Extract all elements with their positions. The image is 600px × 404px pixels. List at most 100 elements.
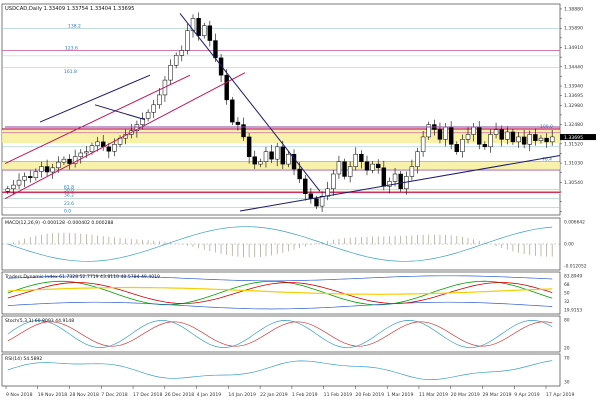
candle <box>387 181 392 187</box>
date-tick-label: 7 Dec 2018 <box>101 392 128 398</box>
indicator-tick: 50 <box>564 291 570 297</box>
date-tick-label: 11 Mar 2019 <box>419 392 448 398</box>
date-tick-label: 11 Feb 2019 <box>324 392 353 398</box>
date-tick-label: 19 Nov 2018 <box>38 392 67 398</box>
fib-label: 50.0 <box>64 187 74 193</box>
candle <box>409 166 415 177</box>
candle <box>499 129 504 140</box>
candle <box>297 168 302 180</box>
date-tick-label: 20 Mar 2019 <box>451 392 480 398</box>
fib-label: 138.2 <box>68 24 81 30</box>
candle <box>39 166 44 172</box>
trendline-0[interactable] <box>4 72 246 200</box>
candle <box>56 161 61 169</box>
candle <box>544 137 549 143</box>
date-tick-label: 28 Nov 2018 <box>70 392 99 398</box>
candle <box>364 161 370 171</box>
date-tick-label: 1 Feb 2019 <box>292 392 318 398</box>
indicator-tick: 83.8949 <box>564 274 582 280</box>
candle <box>72 156 78 164</box>
trendline-2[interactable] <box>39 74 151 123</box>
candle <box>173 55 179 66</box>
fib-label: 38.2 <box>64 192 74 198</box>
candle <box>28 176 33 178</box>
fib-label: 161.8 <box>64 69 77 75</box>
candle <box>465 134 471 140</box>
candle <box>22 176 27 181</box>
candle <box>11 184 16 190</box>
candle <box>291 153 297 170</box>
indicator-label-rsi: RSI(14) 54.5892 <box>5 356 42 362</box>
candle <box>460 139 465 152</box>
candle <box>477 126 482 145</box>
candle <box>426 124 431 138</box>
candle <box>482 144 488 148</box>
trendline-3[interactable] <box>179 13 321 192</box>
pane-tdi <box>1 271 561 315</box>
candle <box>235 121 241 125</box>
candle <box>493 129 499 135</box>
trendline-4[interactable] <box>94 104 146 121</box>
price-tick-label: 1.32480 <box>564 122 583 128</box>
price-tick-label: 1.30540 <box>564 180 583 186</box>
price-tick-label: 1.31520 <box>564 141 583 147</box>
candle <box>168 65 173 81</box>
candle <box>488 134 493 148</box>
candle <box>112 144 117 152</box>
candle <box>61 158 67 163</box>
indicator-tick: 0.00 <box>564 242 574 248</box>
pane-stoch <box>1 315 561 353</box>
candle <box>415 151 420 167</box>
trendline-1[interactable] <box>4 74 191 165</box>
date-tick-label: 20 Feb 2019 <box>355 392 384 398</box>
candle <box>50 167 55 173</box>
price-tick-label: 1.34440 <box>564 64 583 70</box>
symbol-ohlc-label: USDCAD,Daily 1.33409 1.33754 1.33404 1.3… <box>5 6 134 12</box>
candle <box>246 136 252 157</box>
macd-signal-line <box>7 226 553 262</box>
last-price-label: 1.33695 <box>564 135 583 141</box>
candle <box>510 131 516 143</box>
candle <box>252 156 257 165</box>
candle <box>185 30 190 51</box>
candle <box>151 104 156 113</box>
candle <box>89 145 95 152</box>
candle <box>196 18 201 36</box>
indicator-label-stoch: Stoch(5,3,3) 60.8093 44.9148 <box>5 318 74 324</box>
candle <box>218 57 224 76</box>
candle <box>392 173 398 182</box>
candle <box>516 136 521 143</box>
candle <box>78 152 83 157</box>
candle <box>336 161 342 175</box>
indicator-tick: 32 <box>564 299 570 305</box>
candle <box>202 25 207 36</box>
candle <box>398 173 403 190</box>
candle <box>145 111 151 119</box>
candle <box>303 178 308 195</box>
candle <box>437 129 443 140</box>
trendline-5[interactable] <box>239 154 561 212</box>
candle <box>33 171 39 178</box>
indicator-tick: 20 <box>564 346 570 352</box>
fib-label: 76.4 <box>542 157 552 163</box>
candle <box>359 153 364 162</box>
date-tick-label: 9 Nov 2018 <box>6 392 33 398</box>
candle <box>224 74 229 101</box>
date-tick-label: 17 Dec 2018 <box>133 392 162 398</box>
candle <box>286 153 291 165</box>
candle <box>280 146 286 165</box>
price-tick-label: 1.34910 <box>564 45 583 51</box>
indicator-label-tdi: Traders Dynamic Index 61.7328 52.7719 43… <box>4 274 160 280</box>
indicator-tick: 0.006642 <box>564 220 585 226</box>
candle <box>420 136 426 152</box>
date-tick-label: 22 Jan 2019 <box>260 392 288 398</box>
candle <box>353 153 358 167</box>
candle <box>443 126 448 140</box>
stoch-main-line <box>7 320 553 348</box>
candle <box>381 167 387 187</box>
candle <box>314 198 319 207</box>
candle <box>505 131 510 140</box>
candle <box>157 94 162 106</box>
